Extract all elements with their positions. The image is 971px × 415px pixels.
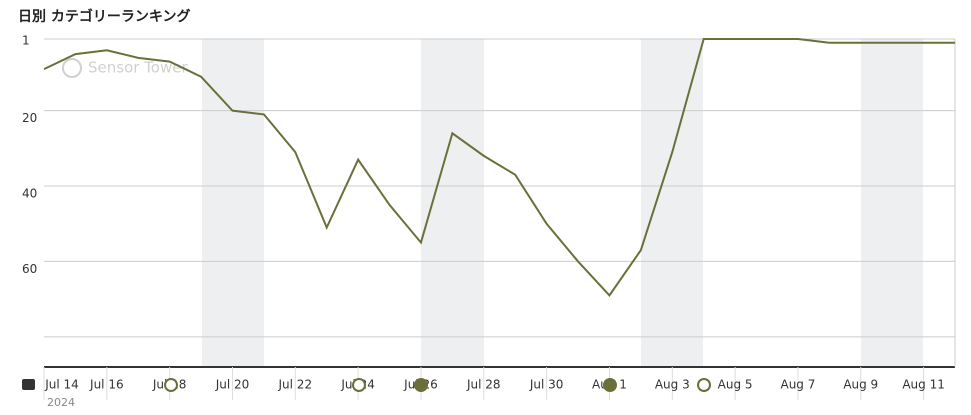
weekend-band	[421, 39, 484, 367]
x-tick-label: Jul 20	[215, 378, 250, 392]
chart-title: 日別 カテゴリーランキング	[18, 8, 190, 25]
x-tick-label: Jul 22	[278, 378, 313, 392]
weekend-band	[861, 39, 923, 367]
x-tick-label: Aug 7	[780, 378, 815, 392]
annotation-icon[interactable]	[22, 379, 35, 390]
x-tick-label: Aug 3	[655, 378, 690, 392]
watermark-icon	[62, 58, 82, 78]
event-icon[interactable]	[164, 378, 178, 392]
weekend-band	[641, 39, 703, 367]
y-tick-label: 1	[22, 34, 30, 48]
event-icon[interactable]	[603, 378, 617, 392]
y-tick-label: 20	[22, 111, 37, 125]
y-tick-label: 40	[22, 187, 37, 201]
x-tick-label: Jul 30	[529, 378, 564, 392]
x-tick-label: Aug 9	[843, 378, 878, 392]
y-tick-label: 60	[22, 262, 37, 276]
event-icon[interactable]	[414, 378, 428, 392]
event-icon[interactable]	[697, 378, 711, 392]
line	[43, 38, 955, 297]
weekend-band	[202, 39, 264, 367]
watermark-group: Sensor Tower	[62, 58, 188, 78]
x-tick-label: Jul 14	[44, 378, 79, 392]
x-tick-label: Aug 5	[718, 378, 753, 392]
watermark: Sensor Tower	[88, 59, 188, 77]
event-icons	[164, 378, 711, 392]
weekend-bands	[202, 39, 923, 367]
year-label: 2024	[47, 396, 75, 409]
x-tick-label: Jul 28	[466, 378, 501, 392]
x-tick-label: Aug 11	[902, 378, 945, 392]
x-tick-label: Jul 16	[89, 378, 124, 392]
event-icon[interactable]	[352, 378, 366, 392]
